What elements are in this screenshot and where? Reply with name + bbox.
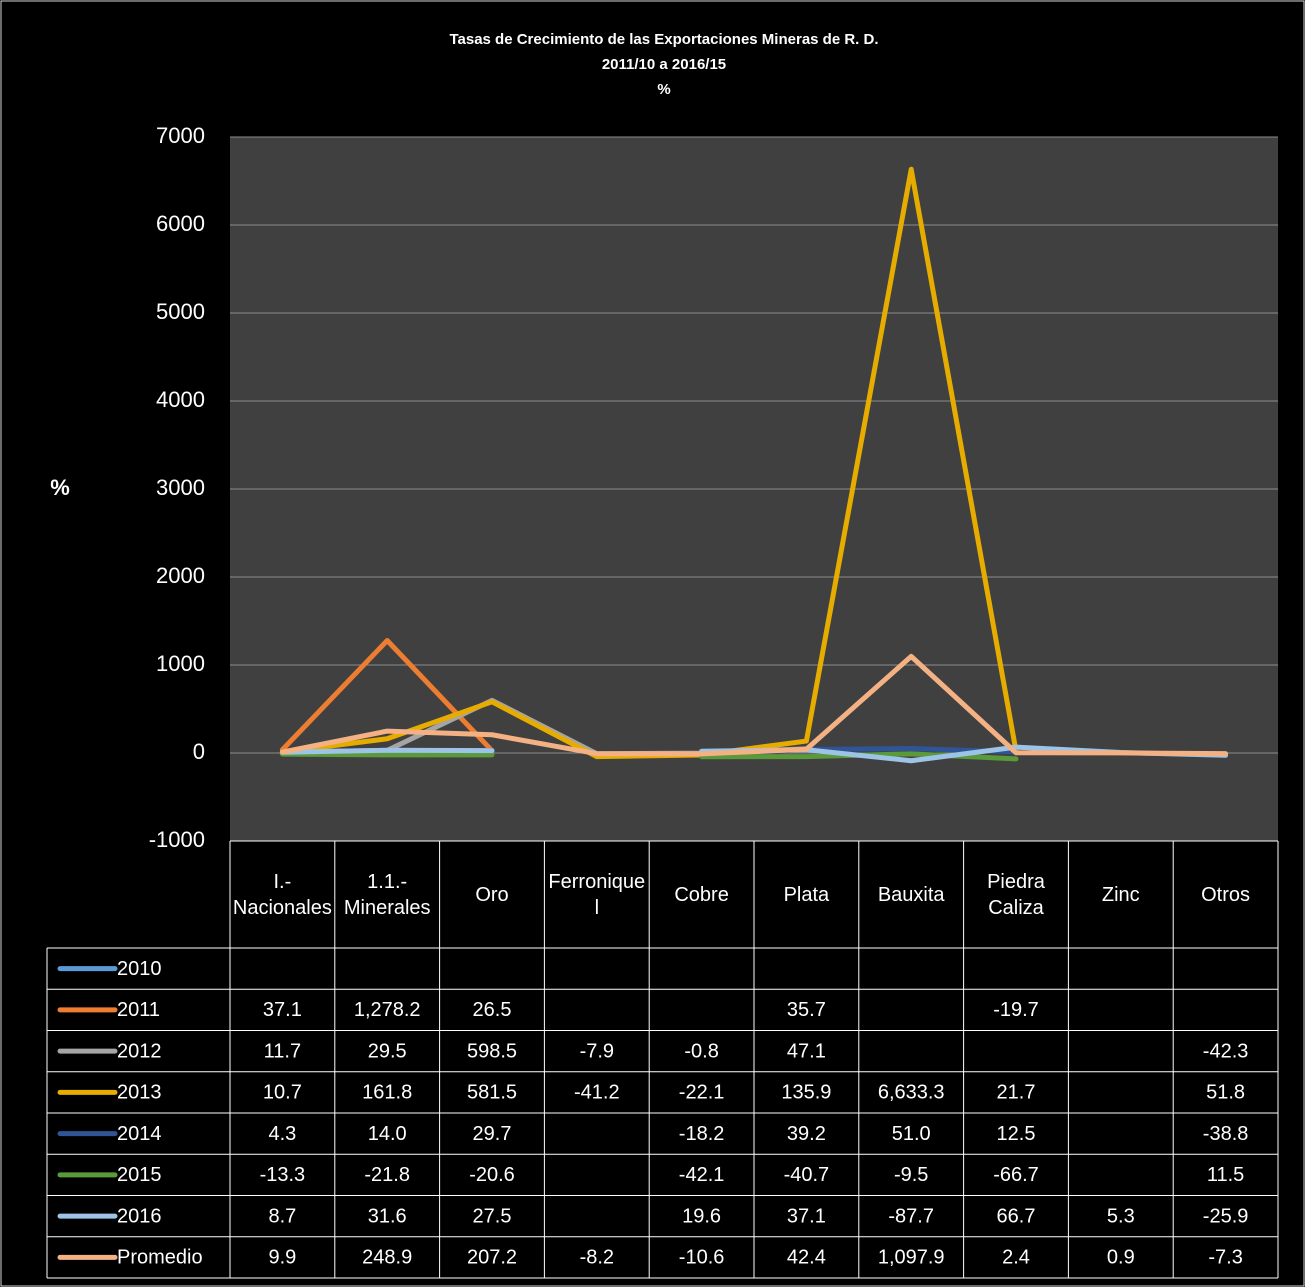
table-value: -18.2: [679, 1123, 725, 1145]
y-tick-label: 0: [193, 739, 205, 764]
table-value: -42.1: [679, 1164, 725, 1186]
y-tick-label: 7000: [156, 123, 205, 148]
y-axis-label: %: [50, 475, 70, 500]
table-value: -20.6: [469, 1164, 515, 1186]
category-cell: Ferroniquel: [548, 870, 646, 919]
table-value: 5.3: [1107, 1205, 1135, 1227]
table-value: 37.1: [263, 999, 302, 1021]
legend-label: 2011: [117, 999, 160, 1021]
x-tick-label: Otros: [1201, 883, 1251, 906]
table-value: 42.4: [787, 1247, 826, 1269]
table-value: -13.3: [260, 1164, 306, 1186]
table-value: -7.3: [1208, 1247, 1242, 1269]
table-value: 35.7: [787, 999, 826, 1021]
table-value: 11.7: [264, 1040, 301, 1062]
table-value: 12.5: [997, 1123, 1036, 1145]
y-tick-label: 1000: [156, 651, 205, 676]
legend-label: 2013: [117, 1082, 162, 1104]
category-cell: Oro: [475, 883, 509, 906]
chart-subtitle: 2011/10 a 2016/15: [602, 56, 726, 73]
legend-label: 2014: [117, 1123, 162, 1145]
category-cell: Bauxita: [877, 883, 945, 906]
table-value: -66.7: [993, 1164, 1039, 1186]
table-value: 19.6: [682, 1205, 721, 1227]
table-value: 598.5: [467, 1040, 517, 1062]
table-value: 161.8: [362, 1082, 412, 1104]
table-value: 27.5: [473, 1205, 512, 1227]
category-cell: Zinc: [1101, 883, 1140, 906]
table-value: 1,278.2: [354, 999, 421, 1021]
x-tick-label: 1.1.- Minerales: [343, 870, 431, 919]
table-value: 207.2: [467, 1247, 517, 1269]
table-value: 47.1: [787, 1040, 826, 1062]
table-value: 2.4: [1002, 1247, 1030, 1269]
chart-title: Tasas de Crecimiento de las Exportacione…: [449, 31, 878, 48]
x-tick-label: Bauxita: [877, 883, 945, 906]
legend-label: Promedio: [117, 1247, 203, 1269]
table-value: 10.7: [263, 1082, 302, 1104]
table-value: -22.1: [679, 1082, 725, 1104]
legend-label: 2016: [117, 1205, 162, 1227]
x-tick-label: I.- Nacionales: [232, 870, 332, 919]
table-value: 135.9: [781, 1082, 831, 1104]
table-value: -7.9: [580, 1040, 614, 1062]
y-tick-label: 2000: [156, 563, 205, 588]
table-value: -19.7: [993, 999, 1039, 1021]
table-value: -9.5: [894, 1164, 928, 1186]
series-line: [279, 653, 1229, 757]
table-value: 26.5: [473, 999, 512, 1021]
x-tick-label: Ferroniquel: [548, 870, 646, 919]
y-tick-label: 3000: [156, 475, 205, 500]
category-cell: I.- Nacionales: [232, 870, 332, 919]
table-value: 37.1: [787, 1205, 826, 1227]
x-tick-label: Piedra Caliza: [987, 870, 1045, 919]
table-value: -42.3: [1203, 1040, 1249, 1062]
category-cell: Plata: [783, 883, 830, 906]
table-value: 6,633.3: [878, 1082, 945, 1104]
x-tick-label: Oro: [475, 883, 509, 906]
y-tick-label: 5000: [156, 299, 205, 324]
table-value: 1,097.9: [878, 1247, 945, 1269]
category-cell: Piedra Caliza: [987, 870, 1045, 919]
legend-label: 2012: [117, 1040, 162, 1062]
y-tick-label: 6000: [156, 211, 205, 236]
table-value: -21.8: [364, 1164, 410, 1186]
table-value: 21.7: [997, 1082, 1036, 1104]
legend-label: 2015: [117, 1164, 162, 1186]
table-value: -25.9: [1203, 1205, 1249, 1227]
table-value: 11.5: [1207, 1164, 1244, 1186]
table-value: 51.8: [1206, 1082, 1245, 1104]
table-value: -41.2: [574, 1082, 620, 1104]
table-value: 248.9: [362, 1247, 412, 1269]
legend-label: 2010: [117, 958, 162, 980]
table-value: 29.5: [368, 1040, 407, 1062]
chart-unit: %: [657, 81, 670, 98]
table-value: 14.0: [368, 1123, 407, 1145]
x-tick-label: Cobre: [674, 883, 729, 906]
table-value: -8.2: [580, 1247, 614, 1269]
table-value: 31.6: [368, 1205, 407, 1227]
table-value: 0.9: [1107, 1247, 1135, 1269]
y-tick-label: 4000: [156, 387, 205, 412]
category-cell: Otros: [1201, 883, 1251, 906]
y-tick-label: -1000: [149, 827, 205, 852]
category-cell: 1.1.- Minerales: [343, 870, 431, 919]
x-tick-label: Zinc: [1101, 883, 1140, 906]
table-value: 4.3: [268, 1123, 296, 1145]
table-value: 39.2: [787, 1123, 826, 1145]
table-value: 8.7: [268, 1205, 296, 1227]
table-value: 581.5: [467, 1082, 517, 1104]
table-value: -10.6: [679, 1247, 725, 1269]
table-value: -40.7: [784, 1164, 830, 1186]
table-value: 66.7: [997, 1205, 1036, 1227]
table-value: -0.8: [684, 1040, 718, 1062]
category-cell: Cobre: [674, 883, 729, 906]
x-tick-label: Plata: [783, 883, 830, 906]
table-value: -38.8: [1203, 1123, 1249, 1145]
table-value: 51.0: [892, 1123, 931, 1145]
table-value: 29.7: [473, 1123, 512, 1145]
table-value: -87.7: [888, 1205, 934, 1227]
table-value: 9.9: [268, 1247, 296, 1269]
